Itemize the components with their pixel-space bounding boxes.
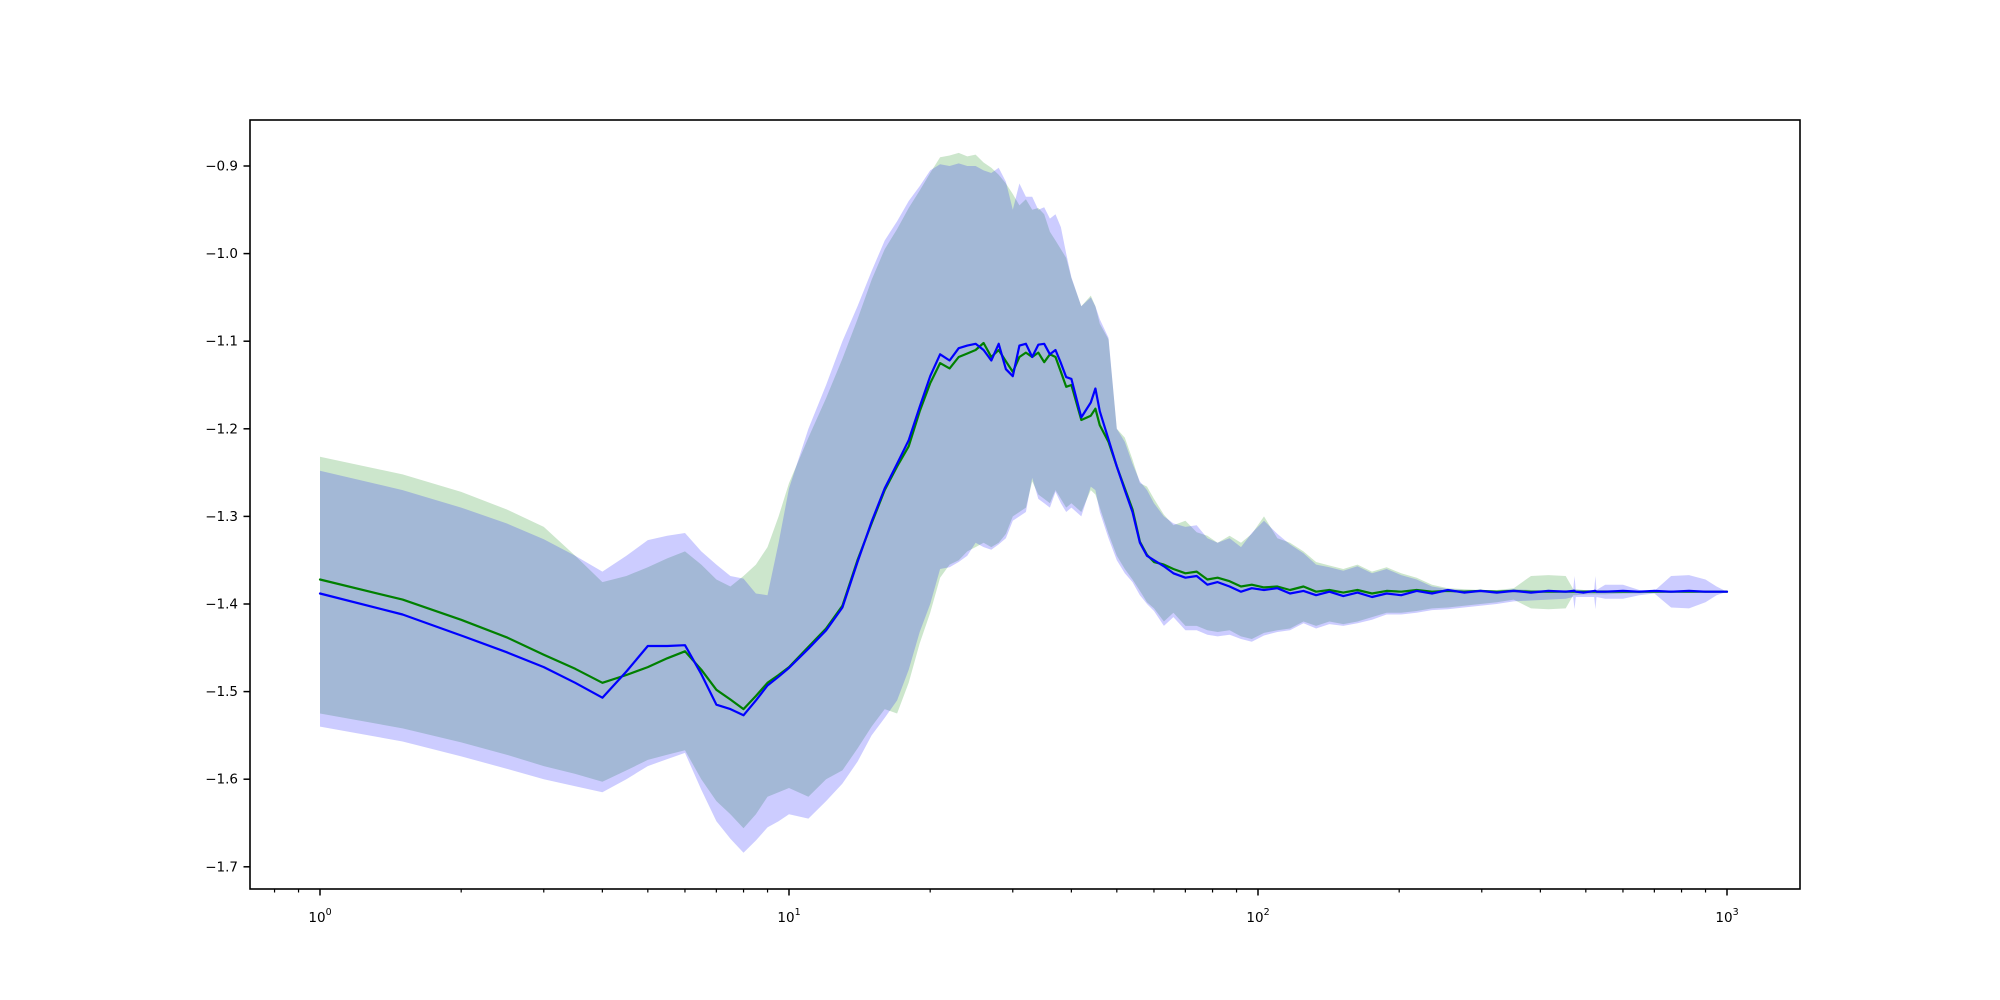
y-axis: −0.9 −1.0 −1.1 −1.2 −1.3 −1.4 −1.5 −1.6 −1.7 (205, 159, 250, 875)
plot-border (249, 119, 1801, 890)
y-tick-label: −1.4 (205, 597, 238, 613)
x-tick-label: 100 (308, 907, 331, 926)
confidence-bands (320, 152, 1727, 853)
y-tick-label: −1.1 (205, 334, 238, 350)
x-axis: 100 101 102 103 (273, 889, 1739, 926)
y-tick-label: −1.7 (205, 859, 238, 875)
y-tick-label: −1.3 (205, 509, 238, 525)
y-tick-label: −1.5 (205, 684, 238, 700)
green-series-band (320, 152, 1727, 829)
y-tick-label: −1.2 (205, 421, 238, 437)
y-tick-label: −0.9 (205, 159, 238, 175)
x-tick-label: 102 (1246, 907, 1269, 926)
x-tick-label: 103 (1715, 907, 1738, 926)
y-tick-label: −1.0 (205, 246, 238, 262)
blue-series-band (320, 163, 1727, 853)
blue-series-line (318, 342, 1729, 717)
series-lines (318, 341, 1729, 717)
x-tick-label: 101 (777, 907, 800, 926)
y-tick-label: −1.6 (205, 772, 238, 788)
